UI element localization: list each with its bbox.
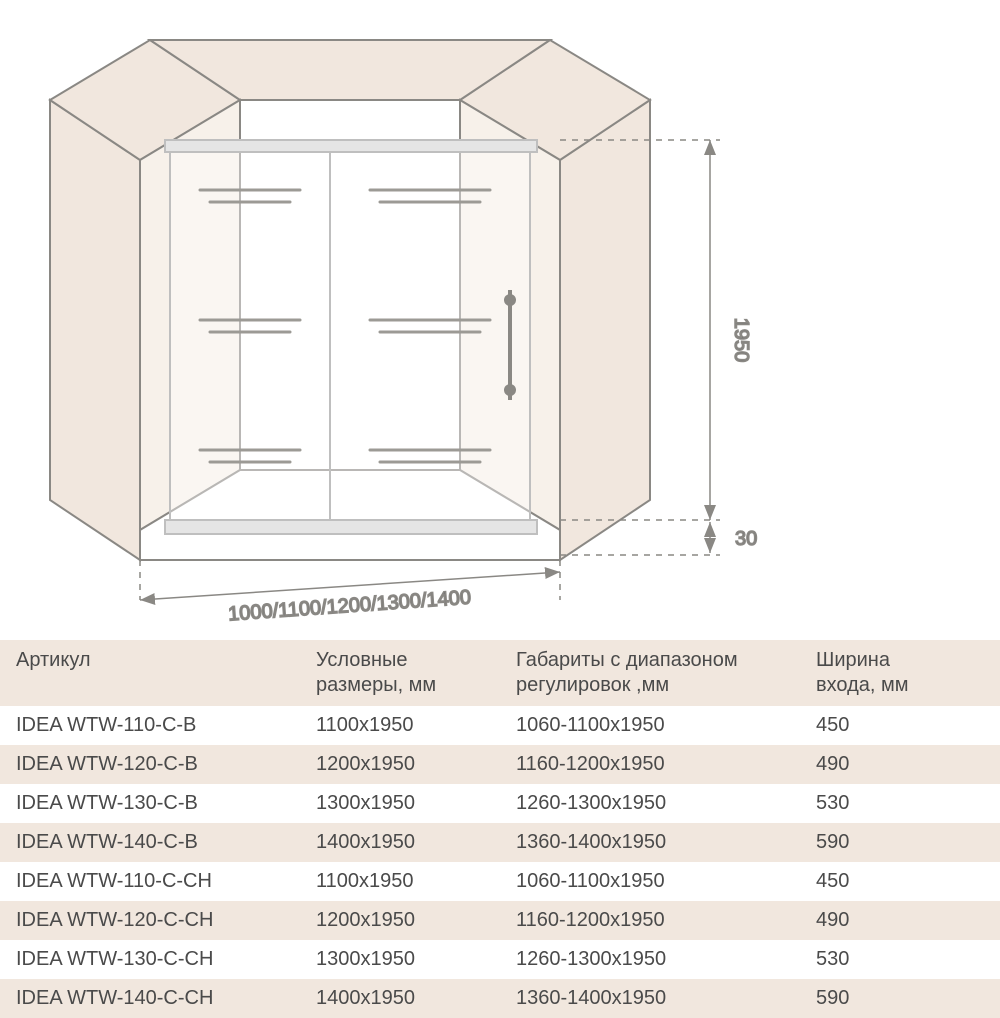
cell-entry: 490 [800,745,1000,784]
col-header-text: Габариты с диапазоном [516,649,738,671]
col-header-range: Габариты с диапазоном регулировок ,мм [500,640,800,706]
cell-nominal: 1100x1950 [300,862,500,901]
table-row: IDEA WTW-140-C-CH 1400x1950 1360-1400x19… [0,979,1000,1018]
cell-entry: 450 [800,706,1000,745]
cell-entry: 530 [800,940,1000,979]
cell-sku: IDEA WTW-120-C-CH [0,901,300,940]
cell-entry: 490 [800,901,1000,940]
spec-table: Артикул Условные размеры, мм Габариты с … [0,640,1000,1018]
dim-base-label: 30 [735,528,757,550]
table-row: IDEA WTW-120-C-B 1200x1950 1160-1200x195… [0,745,1000,784]
cell-nominal: 1200x1950 [300,901,500,940]
shower-diagram: 1950 30 1000/1100/1200/1300/1400 [0,0,1000,640]
table-row: IDEA WTW-120-C-CH 1200x1950 1160-1200x19… [0,901,1000,940]
col-header-text: Ширина [816,649,890,671]
col-header-text: Артикул [16,649,91,671]
col-header-sku: Артикул [0,640,300,706]
table-row: IDEA WTW-130-C-B 1300x1950 1260-1300x195… [0,784,1000,823]
cell-sku: IDEA WTW-110-C-B [0,706,300,745]
diagram-area: 1950 30 1000/1100/1200/1300/1400 [0,0,1000,640]
cell-sku: IDEA WTW-130-C-CH [0,940,300,979]
dim-width: 1000/1100/1200/1300/1400 [140,560,560,625]
cell-sku: IDEA WTW-110-C-CH [0,862,300,901]
col-header-entry: Ширина входа, мм [800,640,1000,706]
cell-nominal: 1400x1950 [300,823,500,862]
cell-range: 1260-1300x1950 [500,784,800,823]
table-row: IDEA WTW-140-C-B 1400x1950 1360-1400x195… [0,823,1000,862]
cell-nominal: 1300x1950 [300,784,500,823]
cell-nominal: 1400x1950 [300,979,500,1018]
table-row: IDEA WTW-130-C-CH 1300x1950 1260-1300x19… [0,940,1000,979]
cell-entry: 530 [800,784,1000,823]
cell-sku: IDEA WTW-140-C-B [0,823,300,862]
cell-sku: IDEA WTW-140-C-CH [0,979,300,1018]
glass-panels [165,140,537,534]
cell-entry: 590 [800,979,1000,1018]
cell-nominal: 1100x1950 [300,706,500,745]
cell-range: 1160-1200x1950 [500,745,800,784]
cell-nominal: 1200x1950 [300,745,500,784]
cell-entry: 590 [800,823,1000,862]
cell-range: 1060-1100x1950 [500,706,800,745]
col-header-text: регулировок ,мм [516,674,669,696]
table-header-row: Артикул Условные размеры, мм Габариты с … [0,640,1000,706]
cell-entry: 450 [800,862,1000,901]
col-header-text: размеры, мм [316,674,436,696]
dim-height-label: 1950 [730,318,752,363]
cell-range: 1160-1200x1950 [500,901,800,940]
cell-sku: IDEA WTW-120-C-B [0,745,300,784]
table-body: IDEA WTW-110-C-B 1100x1950 1060-1100x195… [0,706,1000,1018]
cell-range: 1060-1100x1950 [500,862,800,901]
spec-table-area: Артикул Условные размеры, мм Габариты с … [0,640,1000,1018]
cell-range: 1260-1300x1950 [500,940,800,979]
cell-sku: IDEA WTW-130-C-B [0,784,300,823]
cell-range: 1360-1400x1950 [500,823,800,862]
table-row: IDEA WTW-110-C-CH 1100x1950 1060-1100x19… [0,862,1000,901]
col-header-text: Условные [316,649,408,671]
col-header-nominal: Условные размеры, мм [300,640,500,706]
cell-range: 1360-1400x1950 [500,979,800,1018]
cell-nominal: 1300x1950 [300,940,500,979]
table-row: IDEA WTW-110-C-B 1100x1950 1060-1100x195… [0,706,1000,745]
col-header-text: входа, мм [816,674,909,696]
